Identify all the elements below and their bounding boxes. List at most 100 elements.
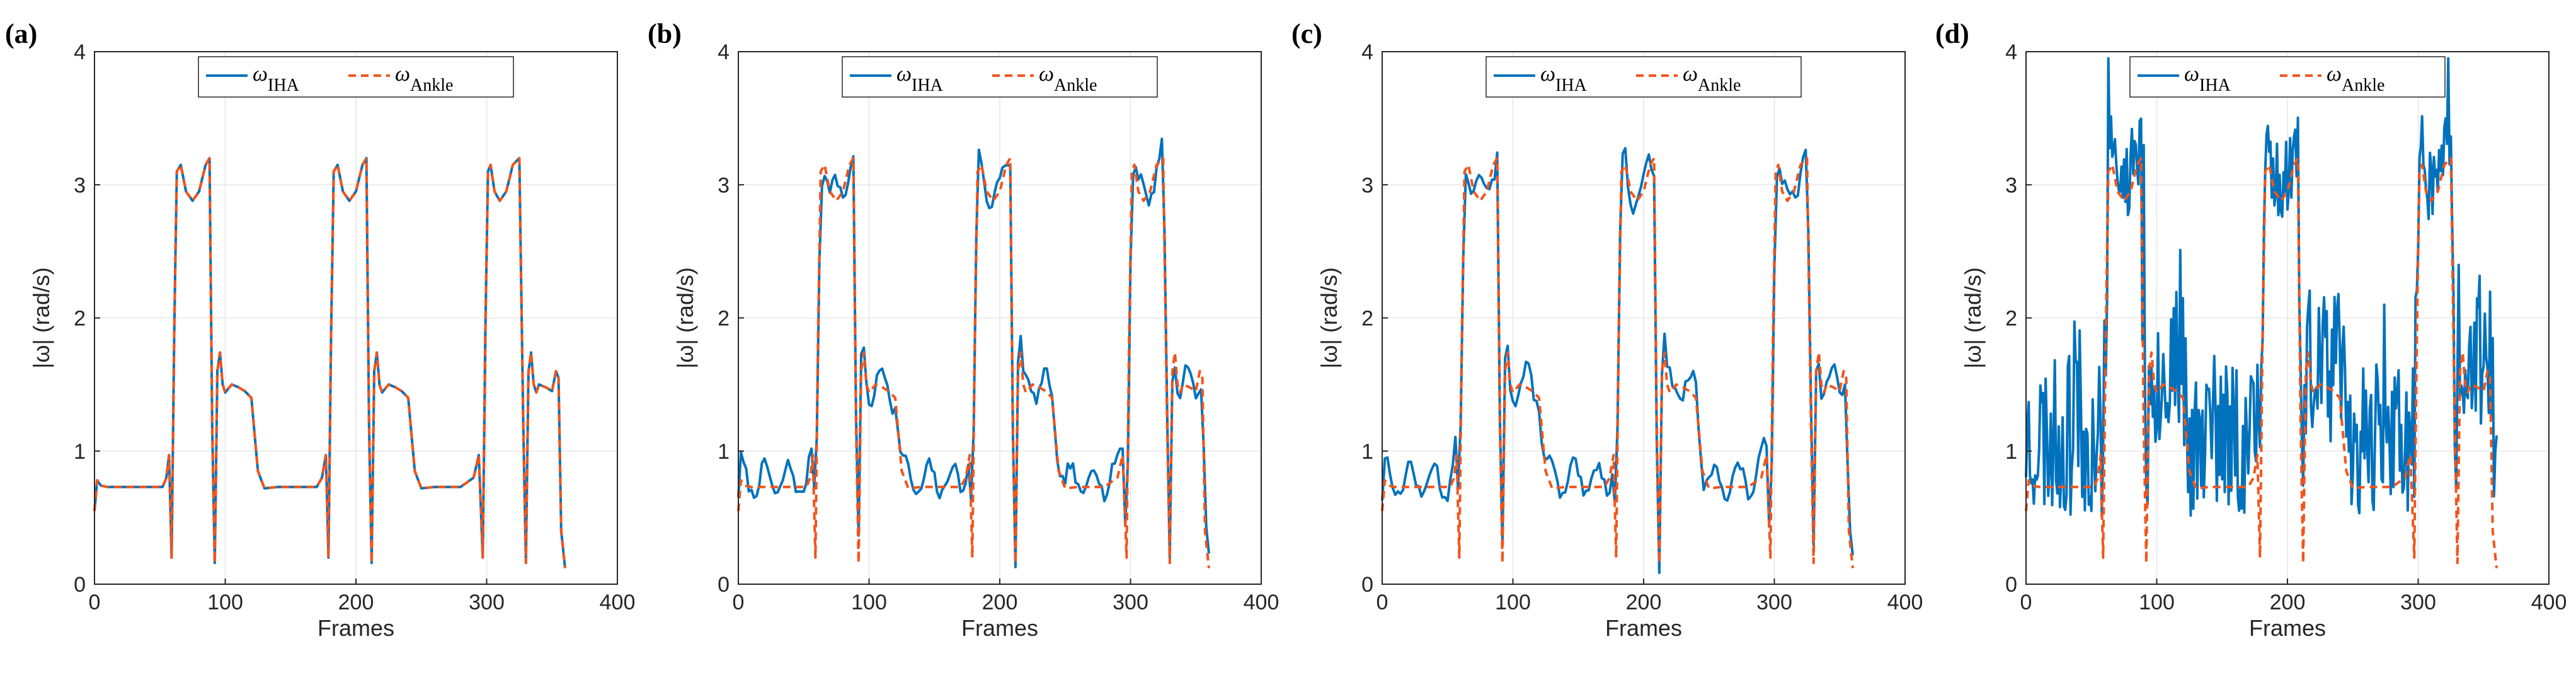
- x-tick-label: 400: [600, 590, 636, 614]
- series-group: [2025, 57, 2498, 568]
- y-axis-label: |ω| (rad/s): [28, 267, 54, 369]
- legend-ankle-label: ωAnkle: [395, 62, 453, 95]
- y-tick-label: 3: [718, 173, 730, 197]
- panel-label: (b): [648, 18, 682, 49]
- legend: ωIHA ωAnkle: [842, 56, 1158, 98]
- x-tick-labels: 0 100 200 300 400: [733, 590, 1279, 614]
- x-tick-label: 100: [851, 590, 887, 614]
- series-group: [1381, 147, 1854, 574]
- y-tick-label: 2: [718, 307, 730, 331]
- y-tick-label: 1: [2005, 440, 2017, 464]
- axes: [1382, 51, 1906, 585]
- axes: [2025, 51, 2550, 585]
- legend-subscript: Ankle: [1054, 76, 1097, 95]
- x-tick-label: 0: [733, 590, 745, 614]
- y-tick-label: 0: [1361, 573, 1373, 597]
- legend: ωIHA ωAnkle: [1485, 56, 1802, 98]
- grid: [2025, 51, 2550, 585]
- x-tick-label: 0: [89, 590, 101, 614]
- y-tick-labels: 0 1 2 3 4: [718, 40, 730, 597]
- y-tick-label: 4: [74, 40, 86, 64]
- x-tick-labels: 0 100 200 300 400: [1377, 590, 1923, 614]
- series-ankle-line: [1381, 157, 1854, 568]
- x-tick-label: 300: [1756, 590, 1792, 614]
- x-tick-label: 400: [1887, 590, 1923, 614]
- legend-iha-label: ωIHA: [253, 62, 300, 95]
- x-tick-label: 200: [982, 590, 1018, 614]
- legend-iha-label: ωIHA: [2184, 62, 2231, 95]
- y-tick-label: 3: [2005, 173, 2017, 197]
- legend-subscript: Ankle: [2342, 76, 2384, 95]
- x-tick-label: 0: [2020, 590, 2032, 614]
- panel-b: (b) 0 100 200 300 400 0 1 2 3 4 Frames |…: [648, 18, 1279, 641]
- legend-ankle-label: ωAnkle: [1039, 62, 1097, 95]
- y-tick-label: 2: [2005, 307, 2017, 331]
- x-tick-label: 100: [2139, 590, 2175, 614]
- series-iha-line: [737, 137, 1210, 568]
- legend-iha-label: ωIHA: [896, 62, 944, 95]
- legend-symbol: ω: [1683, 62, 1698, 86]
- legend-subscript: IHA: [912, 76, 944, 95]
- legend-subscript: Ankle: [410, 76, 453, 95]
- legend: ωIHA ωAnkle: [2129, 56, 2446, 98]
- grid: [738, 51, 1262, 585]
- series-group: [93, 157, 566, 568]
- legend-symbol: ω: [395, 62, 410, 86]
- x-tick-label: 300: [1113, 590, 1148, 614]
- x-axis-label: Frames: [1605, 615, 1682, 641]
- x-tick-label: 400: [2531, 590, 2567, 614]
- x-tick-labels: 0 100 200 300 400: [89, 590, 636, 614]
- y-tick-label: 1: [1361, 440, 1373, 464]
- series-group: [737, 137, 1210, 568]
- legend-symbol: ω: [1540, 62, 1555, 86]
- x-tick-labels: 0 100 200 300 400: [2020, 590, 2567, 614]
- y-tick-labels: 0 1 2 3 4: [2005, 40, 2017, 597]
- y-tick-label: 0: [2005, 573, 2017, 597]
- panel-a: (a) 0 100 200 300 400 0 1 2 3 4 Frames |…: [5, 18, 635, 641]
- panel-label: (a): [5, 18, 37, 49]
- y-tick-label: 4: [1361, 40, 1373, 64]
- y-tick-label: 0: [74, 573, 86, 597]
- y-tick-label: 2: [1361, 307, 1373, 331]
- y-tick-label: 4: [718, 40, 730, 64]
- legend-subscript: Ankle: [1698, 76, 1741, 95]
- legend-subscript: IHA: [268, 76, 300, 95]
- series-ankle-line: [93, 157, 566, 568]
- x-axis-label: Frames: [2249, 615, 2326, 641]
- grid: [1382, 51, 1906, 585]
- x-tick-label: 200: [338, 590, 374, 614]
- legend-symbol: ω: [896, 62, 912, 86]
- y-tick-label: 3: [1361, 173, 1373, 197]
- y-tick-label: 1: [74, 440, 86, 464]
- legend-symbol: ω: [1039, 62, 1054, 86]
- legend-ankle-label: ωAnkle: [2327, 62, 2384, 95]
- legend-iha-label: ωIHA: [1540, 62, 1588, 95]
- y-tick-label: 3: [74, 173, 86, 197]
- x-tick-label: 100: [207, 590, 243, 614]
- x-tick-label: 100: [1495, 590, 1531, 614]
- x-axis-label: Frames: [318, 615, 394, 641]
- y-axis-label: |ω| (rad/s): [1316, 267, 1342, 369]
- axes: [738, 51, 1262, 585]
- legend-subscript: IHA: [1555, 76, 1588, 95]
- panel-label: (c): [1291, 18, 1322, 49]
- legend-ankle-label: ωAnkle: [1683, 62, 1741, 95]
- y-tick-label: 1: [718, 440, 730, 464]
- x-tick-label: 200: [1626, 590, 1662, 614]
- panel-c: (c) 0 100 200 300 400 0 1 2 3 4 Frames |…: [1291, 18, 1923, 641]
- legend-symbol: ω: [2184, 62, 2199, 86]
- x-tick-label: 300: [469, 590, 505, 614]
- axes: [94, 51, 618, 585]
- y-axis-label: |ω| (rad/s): [1960, 267, 1986, 369]
- legend-symbol: ω: [2327, 62, 2342, 86]
- series-ankle-line: [737, 157, 1210, 568]
- y-tick-label: 2: [74, 307, 86, 331]
- y-tick-labels: 0 1 2 3 4: [1361, 40, 1373, 597]
- x-tick-label: 200: [2270, 590, 2306, 614]
- legend-symbol: ω: [253, 62, 268, 86]
- y-tick-label: 0: [718, 573, 730, 597]
- legend-subscript: IHA: [2199, 76, 2231, 95]
- x-tick-label: 300: [2400, 590, 2436, 614]
- y-tick-label: 4: [2005, 40, 2017, 64]
